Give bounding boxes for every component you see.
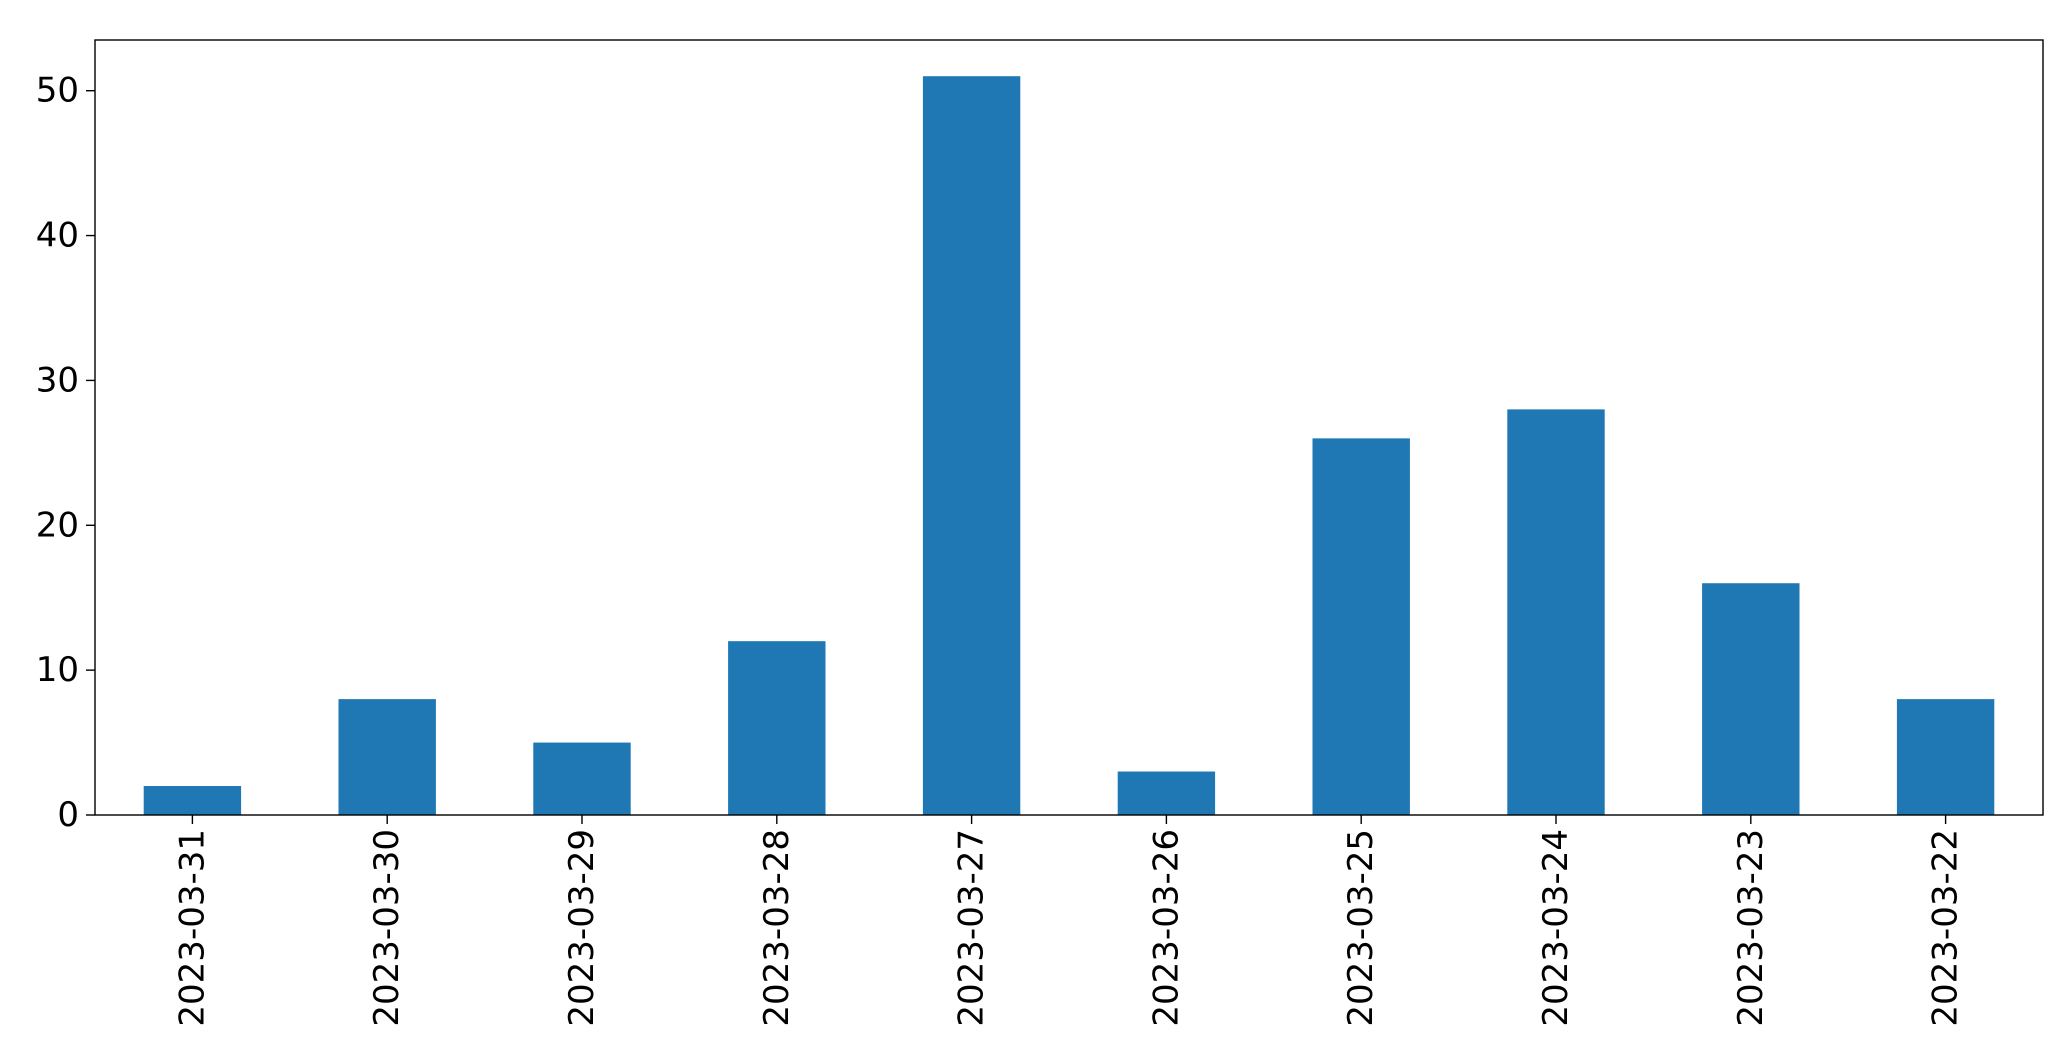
y-tick-label: 20 bbox=[36, 505, 79, 545]
y-axis: 0 10 20 30 40 50 bbox=[36, 71, 95, 835]
y-tick-label: 0 bbox=[57, 795, 79, 835]
bar-2023-03-29 bbox=[533, 742, 631, 815]
bar-2023-03-22 bbox=[1896, 699, 1995, 815]
x-tick-label: 2023-03-30 bbox=[367, 829, 407, 1027]
bar-2023-03-24 bbox=[1507, 409, 1605, 815]
bar-2023-03-28 bbox=[728, 641, 826, 815]
x-tick-label: 2023-03-22 bbox=[1926, 829, 1966, 1027]
y-tick-label: 40 bbox=[36, 216, 79, 256]
x-axis: 2023-03-31 2023-03-30 2023-03-29 2023-03-28… bbox=[172, 815, 1966, 1027]
bar-2023-03-31 bbox=[143, 786, 242, 815]
bar-2023-03-30 bbox=[338, 699, 436, 815]
x-tick-label: 2023-03-27 bbox=[952, 829, 992, 1027]
bar-2023-03-27 bbox=[922, 76, 1021, 815]
x-tick-label: 2023-03-23 bbox=[1731, 829, 1771, 1027]
bars bbox=[143, 76, 1995, 815]
plot-frame bbox=[94, 39, 2044, 816]
x-tick-label: 2023-03-25 bbox=[1341, 829, 1381, 1027]
y-tick-label: 30 bbox=[36, 360, 79, 400]
x-tick-label: 2023-03-31 bbox=[172, 829, 212, 1027]
bar-2023-03-25 bbox=[1312, 438, 1410, 815]
x-tick-label: 2023-03-26 bbox=[1146, 829, 1186, 1027]
bar-2023-03-26 bbox=[1117, 771, 1216, 815]
x-tick-label: 2023-03-24 bbox=[1536, 829, 1576, 1027]
bar-2023-03-23 bbox=[1702, 583, 1800, 815]
y-tick-label: 50 bbox=[36, 71, 79, 111]
x-tick-label: 2023-03-28 bbox=[757, 829, 797, 1027]
x-tick-label: 2023-03-29 bbox=[562, 829, 602, 1027]
y-tick-label: 10 bbox=[36, 650, 79, 690]
